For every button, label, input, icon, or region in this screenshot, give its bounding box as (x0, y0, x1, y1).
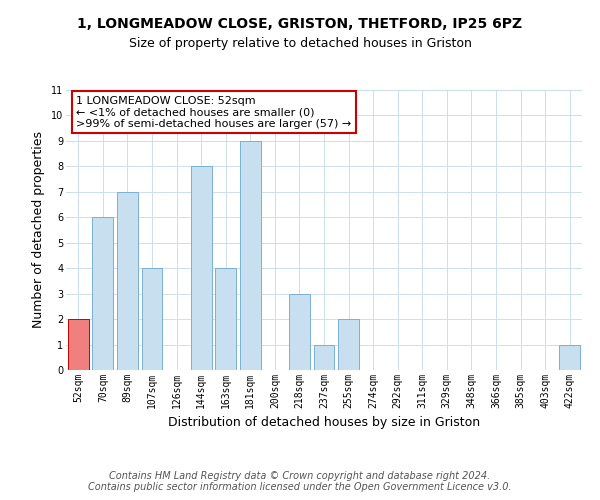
Bar (92, 218, 113, 370)
Bar (68, 319, 89, 370)
Bar (289, 294, 310, 370)
Bar (559, 344, 580, 370)
Bar (191, 166, 212, 370)
Bar (215, 268, 236, 370)
Bar (314, 344, 334, 370)
X-axis label: Distribution of detached houses by size in Griston: Distribution of detached houses by size … (168, 416, 480, 430)
Bar (240, 141, 261, 370)
Text: Size of property relative to detached houses in Griston: Size of property relative to detached ho… (128, 38, 472, 51)
Text: 1 LONGMEADOW CLOSE: 52sqm
← <1% of detached houses are smaller (0)
>99% of semi-: 1 LONGMEADOW CLOSE: 52sqm ← <1% of detac… (76, 96, 352, 129)
Bar (142, 268, 163, 370)
Bar (338, 319, 359, 370)
Y-axis label: Number of detached properties: Number of detached properties (32, 132, 46, 328)
Text: Contains HM Land Registry data © Crown copyright and database right 2024.
Contai: Contains HM Land Registry data © Crown c… (88, 471, 512, 492)
Bar (117, 192, 138, 370)
Text: 1, LONGMEADOW CLOSE, GRISTON, THETFORD, IP25 6PZ: 1, LONGMEADOW CLOSE, GRISTON, THETFORD, … (77, 18, 523, 32)
